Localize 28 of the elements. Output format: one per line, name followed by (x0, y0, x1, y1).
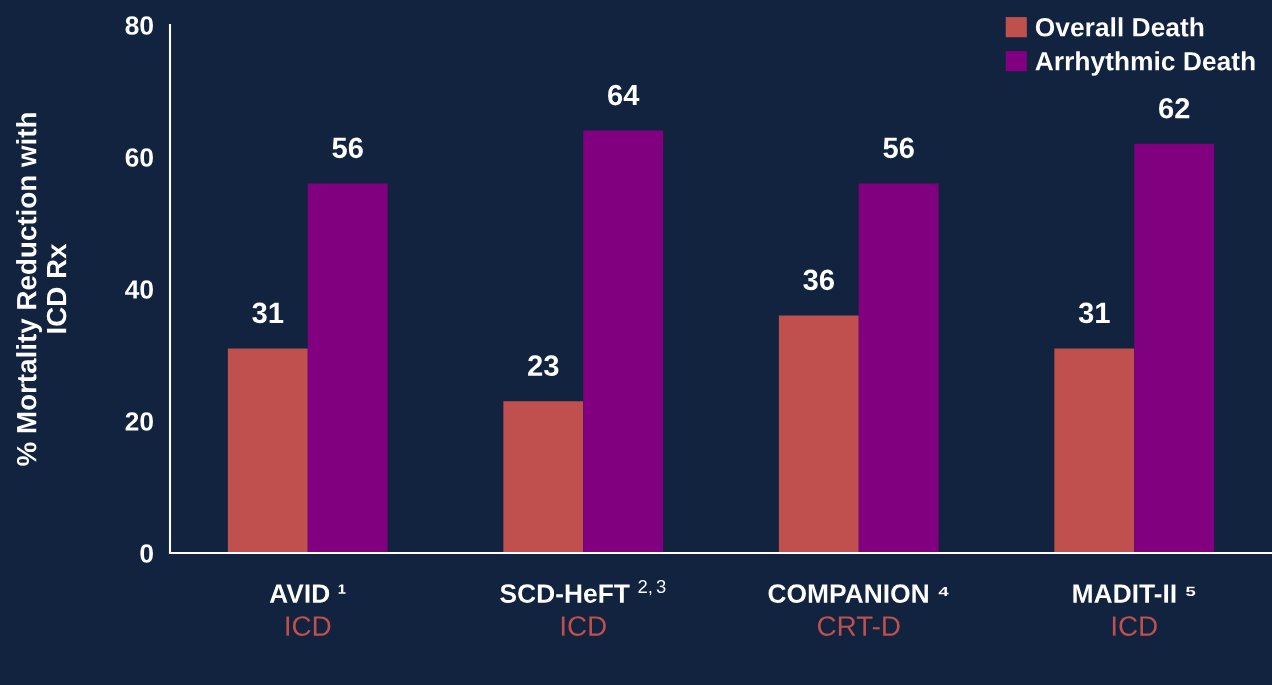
bar (1134, 143, 1215, 553)
bar (227, 348, 308, 553)
y-tick-label: 40 (125, 280, 153, 299)
bar (503, 401, 584, 553)
y-axis-title: % Mortality Reduction with ICD Rx (16, 113, 67, 466)
bar (858, 183, 939, 553)
category-label: COMPANION ⁴ CRT-D (768, 584, 949, 636)
bar (1054, 348, 1135, 553)
data-label: 31 (1078, 302, 1110, 324)
bar (583, 130, 664, 553)
y-tick-label: 80 (125, 16, 153, 35)
data-label: 56 (883, 137, 914, 159)
y-tick-label: 20 (125, 412, 153, 431)
legend-label: Arrhythmic Death (1035, 51, 1255, 76)
bar (307, 183, 388, 553)
category-label: AVID ¹ ICD (269, 584, 346, 636)
bar (778, 315, 859, 553)
y-tick-label: 60 (125, 148, 153, 167)
data-label: 64 (608, 84, 640, 106)
data-label: 36 (803, 269, 834, 291)
category-label: SCD-HeFT $^{2,3}$ ICD (500, 579, 666, 636)
y-tick-label: 0 (140, 544, 153, 563)
data-label: 31 (252, 302, 284, 324)
legend-label: Overall Death (1035, 17, 1204, 37)
category-label: MADIT-II ⁵ ICD (1073, 584, 1196, 636)
data-label: 56 (332, 137, 363, 159)
data-label: 62 (1159, 97, 1190, 119)
data-label: 23 (528, 355, 559, 377)
